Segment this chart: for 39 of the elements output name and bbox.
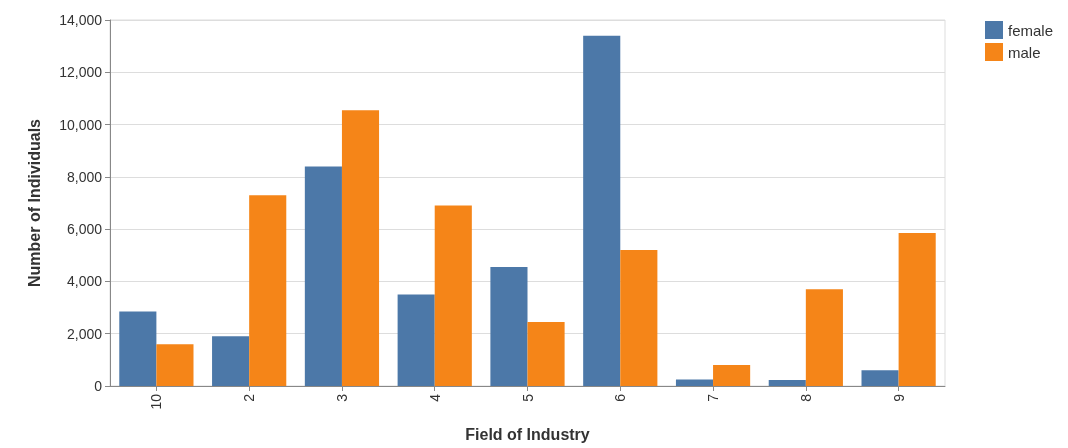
y-tick-label: 8,000 xyxy=(66,168,103,185)
bar xyxy=(490,267,528,386)
bar xyxy=(713,365,751,386)
y-tick-label: 2,000 xyxy=(66,325,103,342)
x-tick-label: 5 xyxy=(519,393,536,402)
bar xyxy=(341,110,380,386)
y-tick-label: 6,000 xyxy=(66,221,103,238)
y-tick-label: 14,000 xyxy=(59,12,103,28)
x-tick-label: 4 xyxy=(426,393,443,402)
bar xyxy=(620,250,658,386)
bar xyxy=(675,379,714,386)
y-tick-label: 12,000 xyxy=(59,64,103,81)
bar xyxy=(119,311,157,386)
bar xyxy=(397,294,435,386)
x-axis-title: Field of Industry xyxy=(465,425,590,443)
legend-label: male xyxy=(1007,43,1041,61)
x-tick-label: 2 xyxy=(241,393,258,402)
bar xyxy=(434,205,472,386)
x-tick-label: 7 xyxy=(705,393,722,402)
legend-label: female xyxy=(1007,21,1054,39)
bar xyxy=(583,35,621,386)
y-tick-label: 4,000 xyxy=(66,273,103,290)
bar xyxy=(212,336,250,386)
x-tick-label: 3 xyxy=(333,393,350,402)
bar xyxy=(249,195,287,386)
y-tick-label: 0 xyxy=(94,378,103,394)
bar xyxy=(861,370,899,386)
bar xyxy=(156,344,194,386)
x-tick-label: 8 xyxy=(797,393,814,402)
x-tick-label: 9 xyxy=(890,393,907,402)
x-tick-label: 6 xyxy=(612,393,629,402)
bar xyxy=(805,289,843,386)
bar xyxy=(527,321,565,386)
bar xyxy=(304,166,342,386)
bar xyxy=(768,379,806,386)
x-tick-label: 10 xyxy=(148,393,165,410)
bar xyxy=(898,233,936,386)
y-axis-title: Number of Individuals xyxy=(25,118,43,288)
y-tick-label: 10,000 xyxy=(59,116,103,133)
